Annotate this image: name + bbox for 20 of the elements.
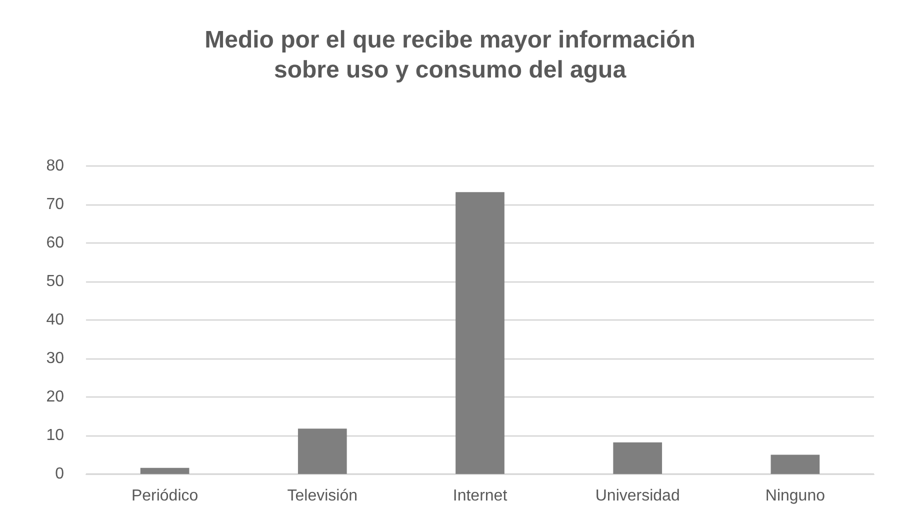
- y-tick-label: 20: [46, 388, 64, 406]
- y-tick-label: 30: [46, 350, 64, 367]
- y-tick-label: 70: [46, 196, 64, 213]
- bar: [298, 428, 347, 474]
- y-tick-label: 40: [46, 312, 64, 328]
- y-tick-label: 0: [55, 466, 64, 482]
- bar: [770, 454, 820, 474]
- x-tick-label: Internet: [452, 488, 508, 504]
- y-tick-label: 80: [46, 158, 64, 174]
- x-tick-label: Ninguno: [765, 488, 826, 504]
- y-tick-label: 50: [46, 273, 64, 290]
- bar: [613, 442, 662, 474]
- bar: [456, 192, 504, 474]
- chart-title: Medio por el que recibe mayor información sobre uso y consumo del agua: [204, 26, 696, 84]
- x-tick-label: Televisión: [287, 488, 358, 504]
- y-tick-label: 60: [46, 234, 64, 252]
- x-tick-label: Periódico: [131, 488, 198, 504]
- x-tick-label: Universidad: [595, 488, 680, 504]
- bar: [140, 468, 190, 474]
- y-tick-label: 10: [46, 427, 64, 444]
